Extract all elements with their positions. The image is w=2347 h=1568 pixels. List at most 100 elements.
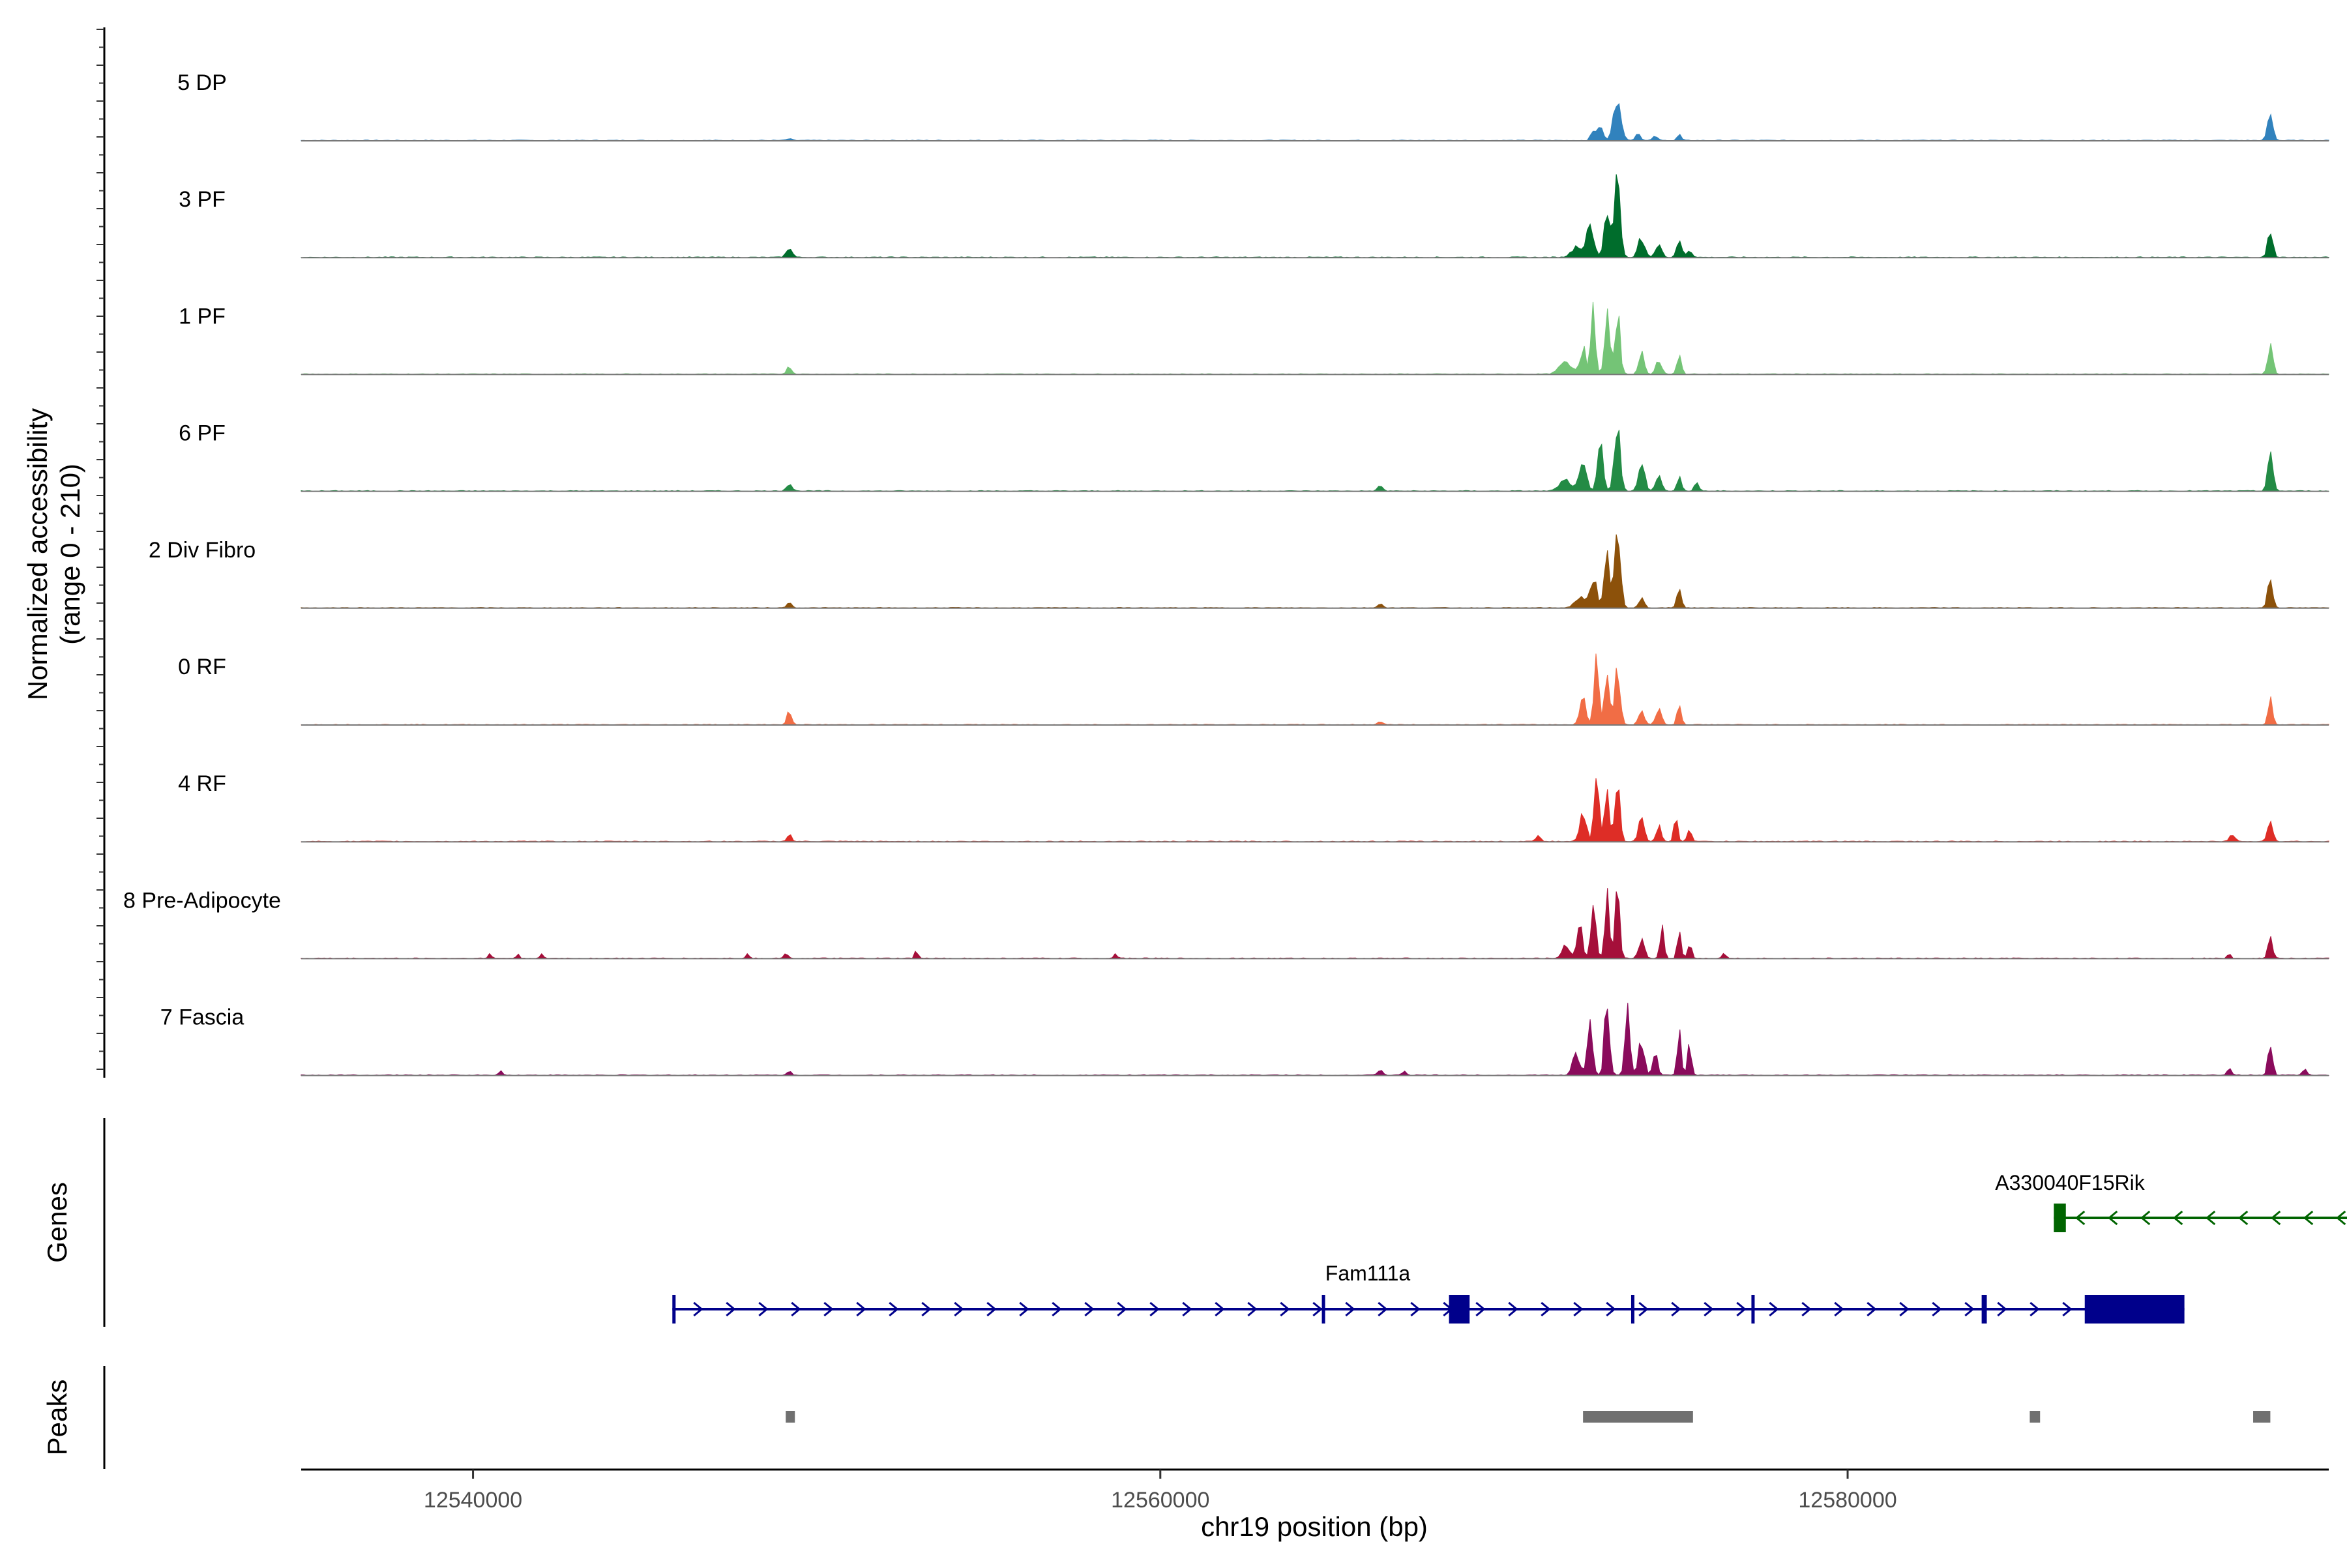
track-7: 8 Pre-Adipocyte — [123, 888, 2329, 960]
gene-strand-arrow-1-2 — [758, 1301, 769, 1317]
coverage-area-6 — [301, 778, 2329, 842]
peak-region-3 — [2253, 1411, 2271, 1423]
gene-strand-arrow-1-11 — [1052, 1301, 1062, 1317]
gene-strand-arrow-1-13 — [1117, 1301, 1127, 1317]
coverage-area-3 — [301, 430, 2329, 492]
track-5: 0 RF — [178, 653, 2329, 726]
track-label-5: 0 RF — [178, 655, 226, 679]
gene-strand-arrow-1-38 — [1932, 1301, 1942, 1317]
coverage-area-0 — [301, 103, 2329, 141]
gene-strand-arrow-1-18 — [1280, 1301, 1290, 1317]
gene-strand-arrow-0-5 — [2237, 1210, 2249, 1226]
coverage-area-5 — [301, 653, 2329, 726]
coverage-area-2 — [301, 301, 2329, 375]
track-label-1: 3 PF — [179, 187, 226, 212]
gene-strand-arrow-1-15 — [1182, 1301, 1192, 1317]
gene-strand-arrow-0-8 — [2335, 1210, 2346, 1226]
track-8: 7 Fascia — [160, 1003, 2329, 1076]
x-axis-title: chr19 position (bp) — [1201, 1511, 1428, 1542]
gene-exon-1-2 — [1449, 1295, 1470, 1324]
gene-strand-arrow-1-33 — [1769, 1301, 1779, 1317]
gene-strand-arrow-1-39 — [1964, 1301, 1975, 1317]
gene-strand-arrow-0-0 — [2074, 1210, 2086, 1226]
gene-strand-arrow-1-17 — [1247, 1301, 1258, 1317]
gene-strand-arrow-1-35 — [1834, 1301, 1844, 1317]
track-label-4: 2 Div Fibro — [149, 538, 256, 563]
track-label-8: 7 Fascia — [160, 1005, 244, 1030]
track-4: 2 Div Fibro — [149, 534, 2329, 609]
gene-strand-arrow-1-7 — [921, 1301, 932, 1317]
gene-strand-arrow-1-8 — [954, 1301, 964, 1317]
peak-region-0 — [786, 1411, 795, 1423]
gene-exon-1-6 — [2084, 1295, 2185, 1324]
gene-strand-arrow-1-24 — [1475, 1301, 1486, 1317]
genes-panel-label: Genes — [42, 1182, 72, 1263]
gene-strand-arrow-1-28 — [1606, 1301, 1616, 1317]
gene-strand-arrow-1-41 — [2030, 1301, 2040, 1317]
gene-strand-arrow-0-6 — [2270, 1210, 2281, 1226]
gene-strand-arrow-1-0 — [693, 1301, 703, 1317]
x-axis-ticks: 12540000 12560000 12580000 — [424, 1470, 1897, 1513]
gene-strand-arrow-1-26 — [1541, 1301, 1551, 1317]
gene-strand-arrow-0-1 — [2107, 1210, 2118, 1226]
coverage-y-ticks — [96, 29, 104, 1070]
track-label-7: 8 Pre-Adipocyte — [123, 888, 281, 913]
gene-strand-arrow-1-5 — [856, 1301, 866, 1317]
track-label-2: 1 PF — [179, 304, 226, 329]
gene-strand-arrow-1-19 — [1312, 1301, 1323, 1317]
track-label-0: 5 DP — [177, 70, 227, 95]
gene-strand-arrow-1-31 — [1704, 1301, 1714, 1317]
gene-exon-0-0 — [2054, 1204, 2066, 1232]
gene-strand-arrow-0-3 — [2172, 1210, 2183, 1226]
gene-strand-arrow-1-34 — [1801, 1301, 1812, 1317]
gene-1: Fam111a — [672, 1262, 2185, 1324]
track-6: 4 RF — [178, 771, 2329, 843]
track-3: 6 PF — [179, 421, 2329, 492]
gene-exon-1-3 — [1631, 1295, 1634, 1324]
gene-strand-arrow-1-36 — [1867, 1301, 1877, 1317]
gene-label-0: A330040F15Rik — [1995, 1171, 2145, 1194]
gene-annotations: A330040F15Rik Fam111a — [672, 1171, 2347, 1324]
gene-strand-arrow-1-9 — [986, 1301, 997, 1317]
gene-strand-arrow-1-10 — [1019, 1301, 1029, 1317]
gene-strand-arrow-1-3 — [791, 1301, 801, 1317]
track-label-3: 6 PF — [179, 421, 226, 446]
coverage-tracks: 5 DP 3 PF 1 PF 6 PF 2 Div Fibro 0 RF 4 RF 8 Pre… — [123, 70, 2329, 1076]
coverage-area-4 — [301, 534, 2329, 609]
gene-strand-arrow-0-2 — [2140, 1210, 2151, 1226]
gene-strand-arrow-1-22 — [1410, 1301, 1421, 1317]
peak-region-1 — [1583, 1411, 1693, 1423]
gene-0: A330040F15Rik — [1995, 1171, 2347, 1232]
track-0: 5 DP — [177, 70, 2329, 141]
gene-strand-arrow-1-16 — [1215, 1301, 1225, 1317]
gene-strand-arrow-1-20 — [1345, 1301, 1355, 1317]
gene-exon-1-1 — [1321, 1295, 1325, 1324]
track-1: 3 PF — [179, 174, 2329, 259]
y-axis-title-line1: Normalized accessibility — [22, 408, 53, 700]
coverage-area-7 — [301, 888, 2329, 959]
gene-strand-arrow-1-1 — [726, 1301, 736, 1317]
y-axis-title-line2: (range 0 - 210) — [55, 464, 85, 645]
x-tick-label-2: 12580000 — [1798, 1488, 1897, 1513]
gene-exon-1-5 — [1981, 1295, 1987, 1324]
gene-strand-arrow-1-32 — [1736, 1301, 1747, 1317]
gene-strand-arrow-1-29 — [1638, 1301, 1649, 1317]
gene-strand-arrow-1-14 — [1149, 1301, 1160, 1317]
x-tick-label-1: 12560000 — [1111, 1488, 1209, 1513]
gene-strand-arrow-1-30 — [1671, 1301, 1681, 1317]
x-tick-label-0: 12540000 — [424, 1488, 522, 1513]
track-2: 1 PF — [179, 301, 2329, 376]
gene-label-1: Fam111a — [1325, 1262, 1411, 1285]
gene-exon-1-4 — [1751, 1295, 1755, 1324]
gene-strand-arrow-1-12 — [1084, 1301, 1095, 1317]
gene-strand-arrow-1-21 — [1378, 1301, 1388, 1317]
track-label-6: 4 RF — [178, 771, 226, 796]
gene-strand-arrow-1-27 — [1573, 1301, 1584, 1317]
peak-regions — [786, 1411, 2271, 1423]
gene-strand-arrow-1-42 — [2062, 1301, 2073, 1317]
peaks-panel-label: Peaks — [42, 1380, 72, 1456]
peak-region-2 — [2030, 1411, 2041, 1423]
gene-strand-arrow-1-4 — [823, 1301, 834, 1317]
